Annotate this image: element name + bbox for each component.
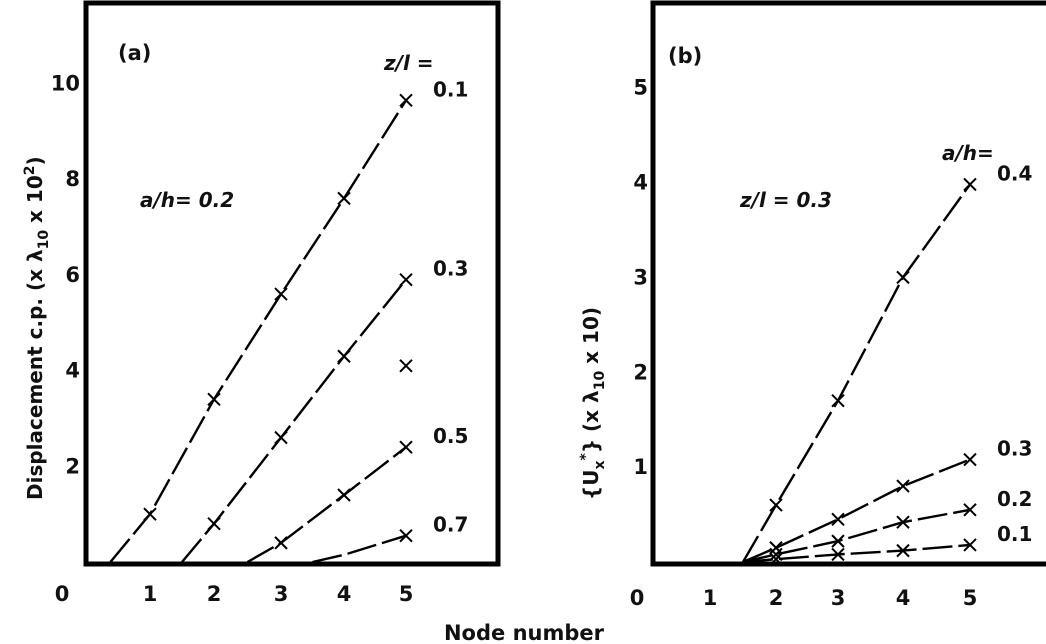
panel-a-series-0.7-line	[312, 534, 407, 562]
panel-b-series-0.4-marker	[769, 498, 783, 512]
panel-b-series-0.2-marker	[963, 503, 977, 517]
panel-b-series-0.1-marker	[896, 543, 910, 558]
panel-b-frame	[650, 0, 1046, 567]
panel-a-frame	[83, 0, 501, 567]
panel-a-x-tick-label: 3	[274, 582, 289, 606]
panel-a-y-tick-label: 2	[65, 454, 80, 478]
panel-a-y-tick-label: 8	[65, 167, 80, 191]
panel-a-series-0.5-marker	[399, 440, 413, 454]
panel-a-series-0.5-marker	[337, 488, 351, 502]
panel-a-y-tick-label: 10	[51, 72, 80, 96]
panel-a-x-tick-label: 1	[143, 582, 158, 606]
panel-a-series-0.3-marker	[207, 517, 221, 531]
panel-b-series-label: 0.2	[997, 487, 1032, 511]
panel-a-x-tick-label: 0	[55, 582, 70, 606]
panel-a-y-tick-label: 6	[65, 263, 80, 287]
panel-a: (a) a/h= 0.2 z/l = Displacement c.p. (x …	[22, 0, 501, 606]
panel-a-series-0.5-line	[246, 446, 407, 562]
panel-b-series-0.3-marker	[769, 541, 783, 555]
panel-b-series-0.2-marker	[896, 515, 910, 529]
panel-b-series-0.1-marker	[831, 547, 845, 562]
panel-a-series-0.7-marker	[399, 528, 413, 543]
panel-b-label: (b)	[668, 44, 702, 68]
panel-a-series-0.3-marker	[274, 430, 288, 445]
panel-b-parameter: z/l = 0.3	[739, 188, 832, 212]
panel-b-series-0.4-marker	[896, 270, 910, 285]
panel-a-extra-marker	[399, 359, 413, 373]
panel-b-series-0.3-marker	[896, 479, 910, 493]
panel-a-label: (a)	[118, 41, 151, 65]
panel-b-series-0.4-marker	[831, 394, 845, 408]
panel-b-y-tick-label: 2	[633, 360, 648, 384]
panel-a-series-0.3-line	[181, 278, 407, 562]
panel-a-x-tick-label: 5	[399, 582, 414, 606]
panel-a-series-0.3-marker	[399, 273, 413, 287]
panel-b-series-0.3-marker	[963, 452, 977, 467]
panel-b-x-tick-label: 1	[703, 586, 718, 610]
panel-b-y-tick-label: 4	[633, 171, 648, 195]
panel-a-legend-header: z/l =	[383, 51, 434, 75]
panel-b-y-tick-label: 3	[633, 265, 648, 289]
panel-b-ylabel: {Ux*} (x λ10 x 10)	[578, 307, 608, 500]
panel-a-series-label: 0.5	[433, 424, 468, 448]
panel-b-x-tick-label: 2	[769, 586, 784, 610]
panel-b-y-tick-label: 5	[633, 76, 648, 100]
panel-a-series-0.3-marker	[337, 349, 351, 363]
panel-b-series-label: 0.3	[997, 437, 1032, 461]
panel-a-x-tick-label: 4	[337, 582, 352, 606]
panel-b-series-label: 0.4	[997, 161, 1032, 185]
panel-b-series-0.1-marker	[769, 552, 783, 562]
panel-a-series-0.1-marker	[399, 93, 413, 108]
panel-b: (b) z/l = 0.3 a/h= {Ux*} (x λ10 x 10) 0 1…	[578, 0, 1046, 610]
panel-a-series-label: 0.1	[433, 77, 468, 101]
panel-a-series-label: 0.7	[433, 513, 468, 537]
panel-b-x-tick-label: 5	[963, 586, 978, 610]
panel-b-series-0.3-marker	[831, 512, 845, 527]
panel-a-ylabel: Displacement c.p. (x λ10 x 102)	[22, 156, 52, 500]
panel-b-series-0.2-marker	[831, 534, 845, 548]
panel-a-y-tick-label: 4	[65, 359, 80, 383]
panel-b-series-0.3-line	[742, 458, 971, 562]
panel-a-series-0.1-marker	[143, 507, 157, 521]
panel-b-series-label: 0.1	[997, 522, 1032, 546]
panel-b-legend-header: a/h=	[942, 141, 994, 165]
panel-a-series-label: 0.3	[433, 257, 468, 281]
panel-a-parameter: a/h= 0.2	[140, 188, 234, 212]
panel-b-x-tick-label: 0	[630, 586, 645, 610]
panel-b-x-tick-label: 3	[831, 586, 846, 610]
panel-b-y-tick-label: 1	[633, 455, 648, 479]
panel-a-series-0.1-marker	[207, 392, 221, 407]
panel-b-series-0.1-marker	[963, 538, 977, 552]
panel-a-series-0.1-line	[109, 99, 408, 562]
panel-a-series-0.1-marker	[274, 287, 288, 301]
panel-b-series-0.4-marker	[963, 177, 977, 192]
x-axis-title: Node number	[444, 621, 605, 644]
panel-a-x-tick-label: 2	[207, 582, 222, 606]
panel-b-x-tick-label: 4	[896, 586, 911, 610]
panel-a-series-0.5-marker	[274, 536, 288, 550]
panel-a-series-0.1-marker	[337, 191, 351, 206]
